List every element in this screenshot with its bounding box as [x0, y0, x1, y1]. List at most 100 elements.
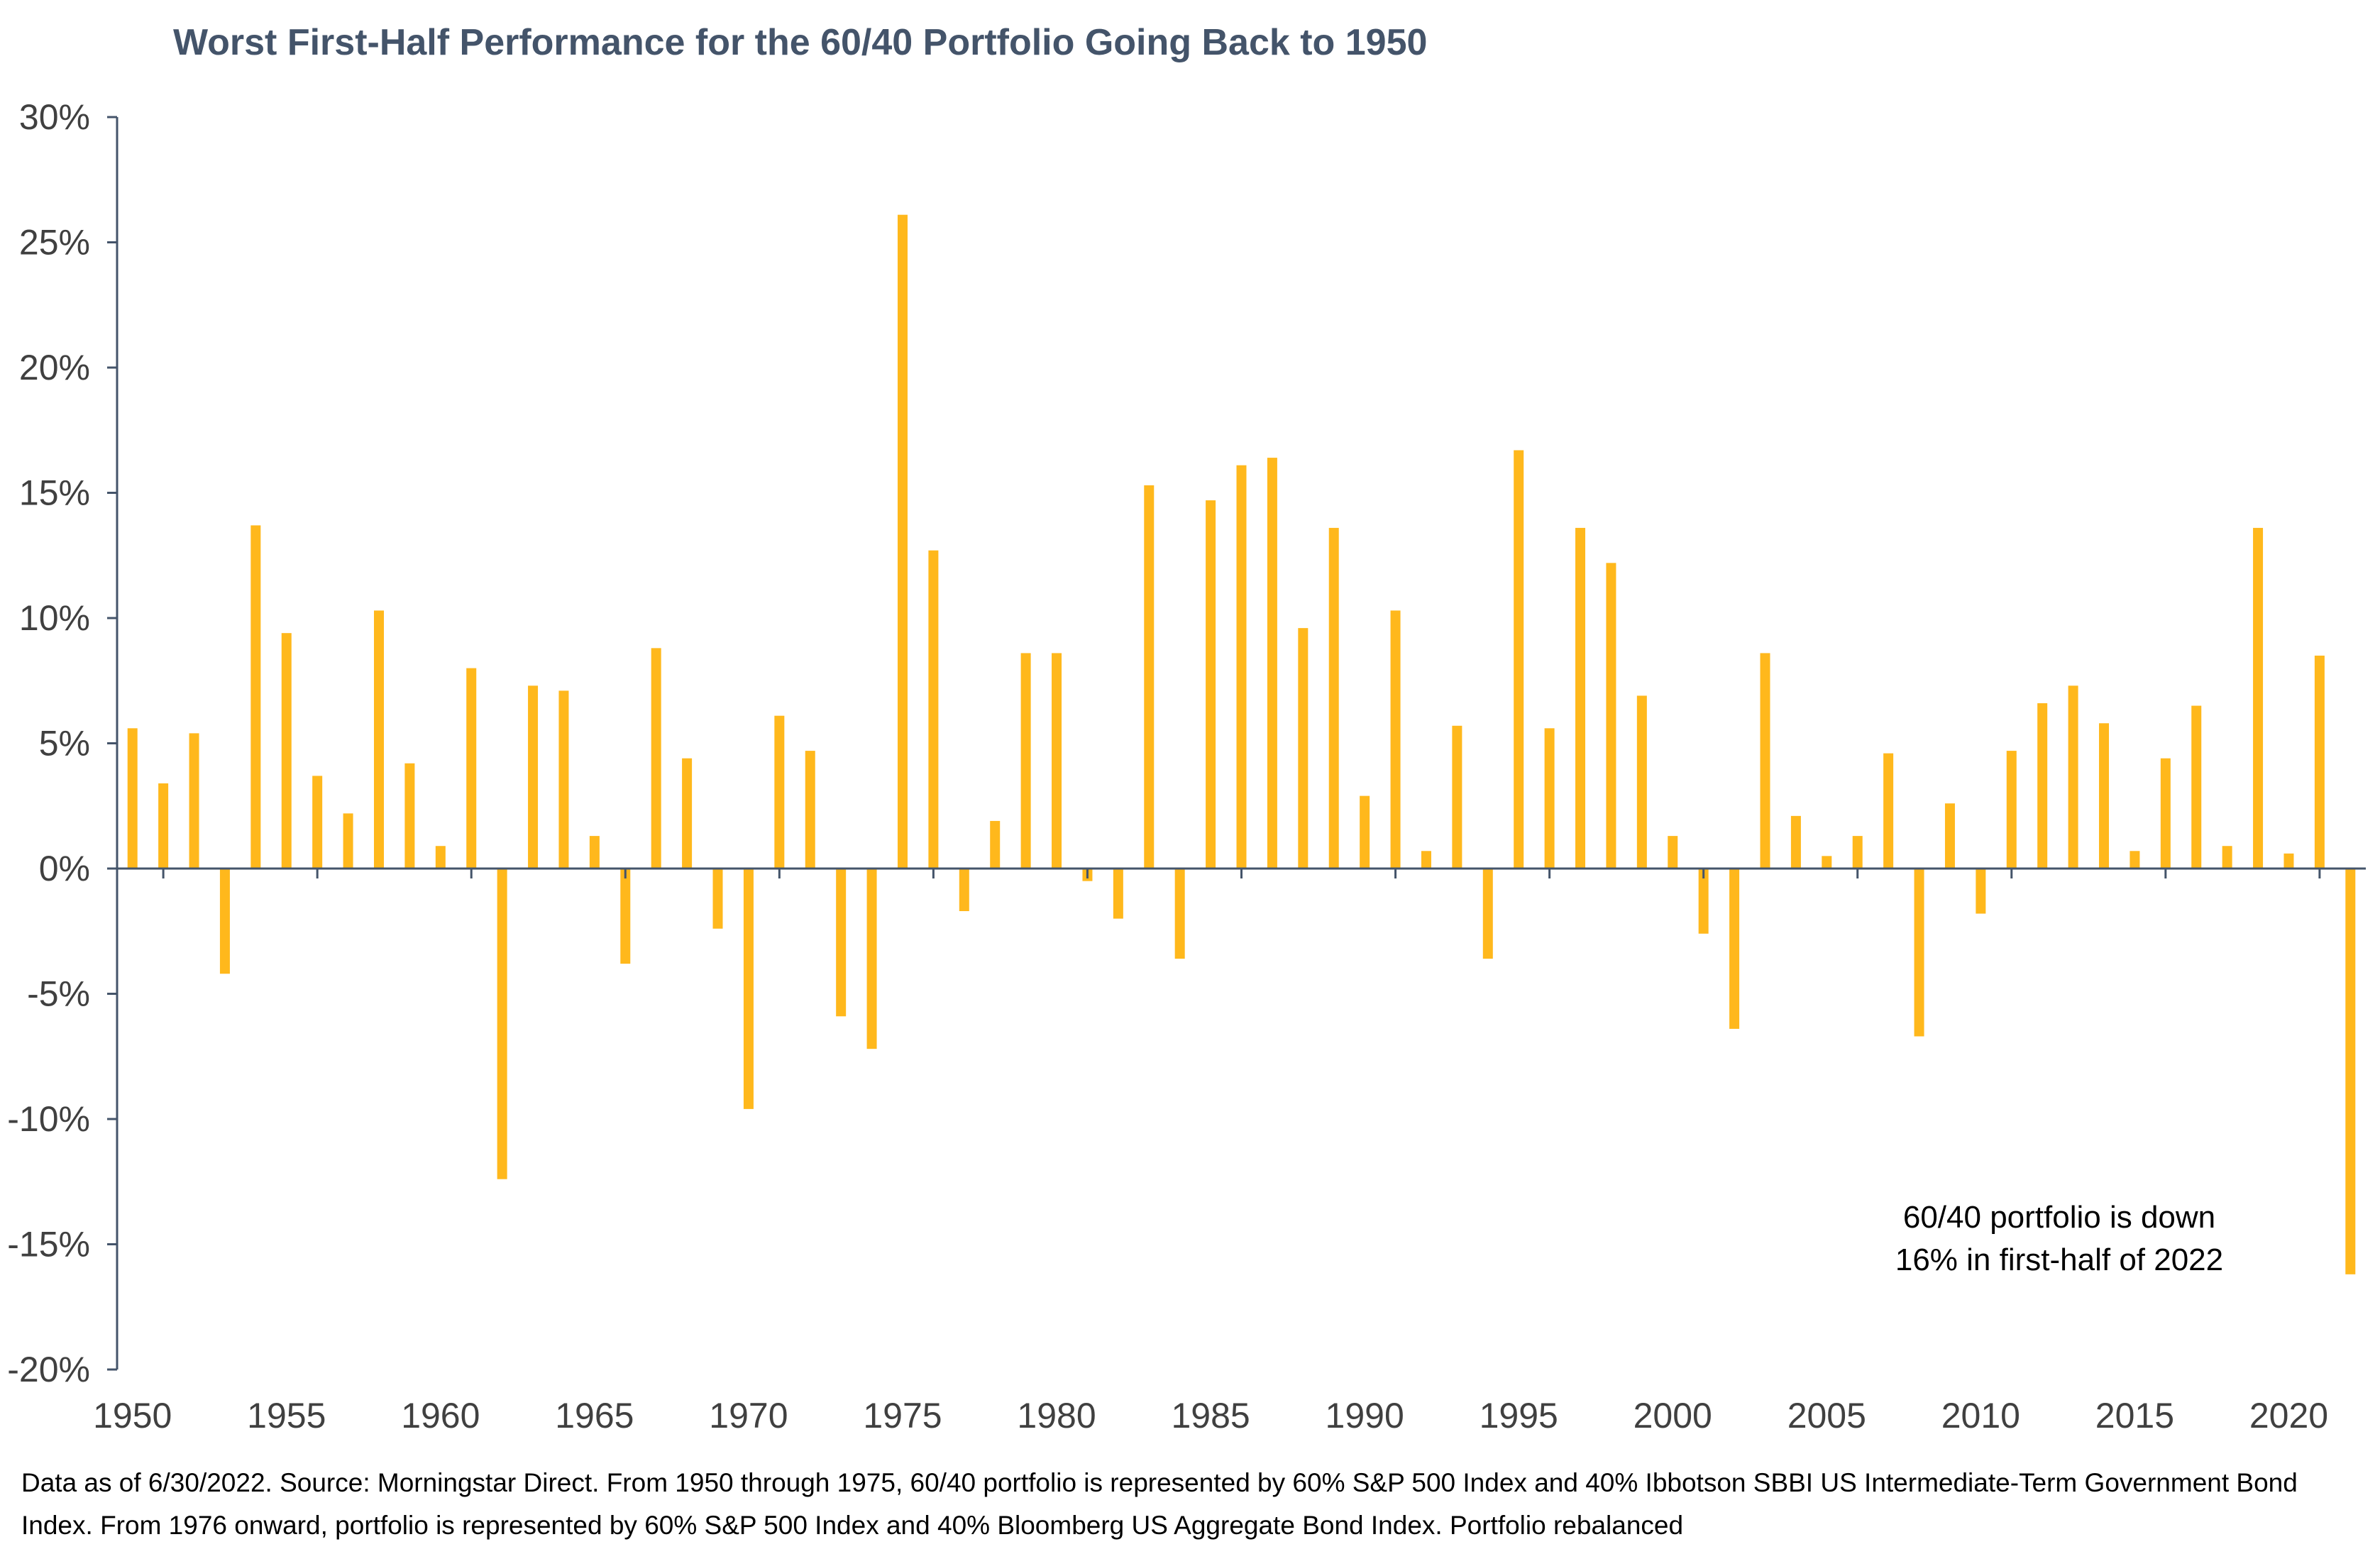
bar-1953 [219, 869, 230, 974]
bar-1994 [1482, 869, 1493, 959]
y-tick-label: 0% [39, 849, 90, 888]
bar-1969 [712, 869, 723, 929]
bar-2006 [1852, 836, 1863, 869]
x-tick-label: 2000 [1634, 1396, 1712, 1433]
y-tick-label: -15% [7, 1225, 90, 1264]
bar-1964 [558, 690, 569, 869]
bar-1975 [897, 214, 908, 869]
bar-2003 [1760, 653, 1770, 869]
bar-1984 [1174, 869, 1185, 959]
bar-2001 [1698, 869, 1709, 934]
y-tick-label: 25% [19, 223, 90, 263]
y-tick-label: 10% [19, 598, 90, 638]
bar-2017 [2191, 705, 2202, 869]
x-tick-label: 1995 [1480, 1396, 1558, 1433]
bar-1989 [1328, 527, 1339, 869]
bar-1950 [127, 728, 138, 869]
x-tick-label: 2020 [2249, 1396, 2328, 1433]
bar-1997 [1575, 527, 1586, 869]
bar-1978 [990, 820, 1001, 869]
bar-1957 [343, 813, 353, 869]
bar-1963 [528, 685, 539, 869]
bar-1996 [1544, 728, 1555, 869]
y-tick-label: -10% [7, 1099, 90, 1139]
y-tick-label: 5% [39, 724, 90, 764]
bar-2016 [2160, 758, 2171, 869]
bar-1956 [312, 776, 323, 869]
bar-1982 [1113, 869, 1123, 919]
footnote: Data as of 6/30/2022. Source: Morningsta… [21, 1468, 2298, 1540]
x-tick-label: 2005 [1787, 1396, 1866, 1433]
bar-1962 [497, 869, 507, 1179]
bar-1952 [189, 733, 199, 869]
bar-1951 [158, 783, 169, 869]
x-tick-label: 2015 [2095, 1396, 2174, 1433]
y-tick-label: -20% [7, 1350, 90, 1389]
bar-series [127, 214, 2356, 1274]
bar-1995 [1514, 450, 1524, 869]
bar-2012 [2037, 703, 2048, 869]
chart-title: Worst First-Half Performance for the 60/… [173, 22, 1428, 63]
x-tick-label: 1990 [1326, 1396, 1404, 1433]
bar-1973 [836, 869, 847, 1017]
bar-1954 [250, 525, 261, 869]
bar-1968 [682, 758, 693, 869]
x-tick-label: 1955 [247, 1396, 326, 1433]
bar-1987 [1267, 458, 1277, 869]
x-tick-label: 1975 [863, 1396, 942, 1433]
bar-1998 [1606, 563, 1616, 869]
bar-1972 [805, 751, 815, 869]
bar-2009 [1944, 803, 1955, 869]
x-axis: 1950 1955 1960 1965 1970 1975 1980 1985 1990 1995… [93, 869, 2328, 1433]
bar-2010 [1976, 869, 1986, 914]
bar-1974 [866, 869, 877, 1049]
y-axis: 30% 25% 20% 15% 10% 5% 0% -5% -10% -15% -20% [7, 97, 117, 1389]
bar-1977 [959, 869, 969, 912]
y-tick-label: 20% [19, 348, 90, 387]
bar-1999 [1636, 695, 1647, 869]
bar-2013 [2068, 685, 2078, 869]
bar-1967 [651, 648, 661, 869]
bar-2007 [1883, 753, 1894, 869]
bar-1971 [774, 715, 785, 869]
bar-chart: 30%25%20%15%10%5%0%-5%-10%-15%-20% 1950 1… [7, 97, 2366, 1433]
bar-1970 [743, 869, 754, 1109]
x-tick-label: 1980 [1017, 1396, 1096, 1433]
annotation-line-1: 60/40 portfolio is down [1903, 1200, 2215, 1235]
x-tick-label: 2010 [1941, 1396, 2020, 1433]
bar-1985 [1206, 500, 1216, 869]
bar-2019 [2253, 527, 2264, 869]
x-tick-label: 1985 [1171, 1396, 1250, 1433]
bar-2011 [2006, 751, 2017, 869]
bar-2018 [2222, 846, 2232, 869]
bar-1961 [466, 668, 477, 869]
y-tick-label: 30% [19, 97, 90, 137]
bar-1988 [1298, 628, 1309, 869]
x-tick-label: 1970 [709, 1396, 788, 1433]
bar-1960 [435, 846, 446, 869]
bar-1993 [1452, 725, 1462, 869]
y-tick-label: -5% [27, 974, 90, 1014]
bar-2004 [1790, 815, 1801, 869]
bar-1980 [1052, 653, 1062, 869]
bar-1959 [404, 763, 415, 869]
annotation-line-2: 16% in first-half of 2022 [1895, 1242, 2223, 1277]
bar-2020 [2283, 853, 2294, 869]
bar-1983 [1144, 485, 1155, 869]
bar-2000 [1668, 836, 1678, 869]
bar-1958 [373, 610, 384, 869]
x-tick-label: 1965 [555, 1396, 634, 1433]
x-tick-label: 1950 [93, 1396, 172, 1433]
bar-1955 [281, 633, 292, 869]
bar-2005 [1822, 856, 1832, 869]
bar-2014 [2099, 723, 2110, 869]
bar-2002 [1729, 869, 1740, 1029]
bar-1992 [1421, 851, 1431, 869]
bar-2008 [1914, 869, 1924, 1037]
bar-2021 [2314, 655, 2325, 869]
bar-1991 [1390, 610, 1401, 869]
bar-1990 [1360, 795, 1370, 869]
bar-1986 [1236, 465, 1247, 869]
bar-1976 [928, 550, 939, 869]
bar-1966 [620, 869, 631, 964]
